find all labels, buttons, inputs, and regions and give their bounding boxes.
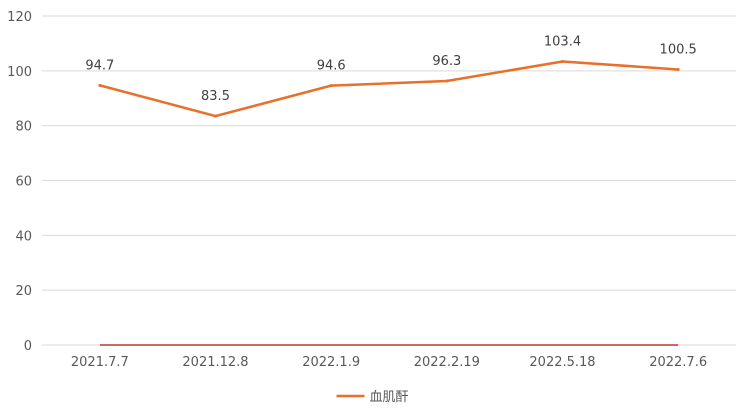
x-axis-tick-labels: 2021.7.7 2021.12.8 2022.1.9 2022.2.19 2022.5…	[71, 355, 707, 370]
y-tick-label: 0	[24, 339, 32, 354]
y-tick-label: 120	[7, 10, 32, 25]
x-tick-label: 2021.7.7	[71, 355, 129, 370]
data-point	[445, 79, 449, 83]
x-tick-label: 2022.2.19	[414, 355, 480, 370]
data-point	[214, 114, 217, 118]
data-label: 103.4	[544, 35, 581, 50]
legend: 血肌酐	[336, 390, 409, 405]
data-label: 96.3	[432, 54, 461, 69]
data-point	[98, 83, 102, 87]
data-label: 94.6	[317, 59, 346, 74]
y-tick-label: 60	[15, 175, 32, 190]
y-tick-label: 100	[7, 65, 32, 80]
y-tick-label: 80	[15, 120, 32, 135]
data-label: 100.5	[660, 42, 697, 57]
x-tick-label: 2021.12.8	[182, 355, 248, 370]
series-line	[98, 60, 680, 118]
y-axis-tick-labels: 0 20 40 60 80 100 120	[7, 10, 32, 354]
y-tick-label: 20	[15, 284, 32, 299]
data-label: 83.5	[201, 89, 230, 104]
series-lines	[98, 60, 680, 118]
data-label: 94.7	[85, 58, 114, 73]
data-point	[329, 84, 333, 88]
gridlines	[42, 15, 736, 346]
data-point	[676, 67, 680, 71]
x-tick-label: 2022.1.9	[302, 355, 360, 370]
x-tick-label: 2022.5.18	[529, 355, 595, 370]
legend-label: 血肌酐	[370, 390, 409, 405]
y-tick-label: 40	[15, 229, 32, 244]
data-labels: 94.7 83.5 94.6 96.3 103.4 100.5	[85, 35, 696, 105]
x-tick-label: 2022.7.6	[649, 355, 707, 370]
data-point	[561, 60, 564, 64]
